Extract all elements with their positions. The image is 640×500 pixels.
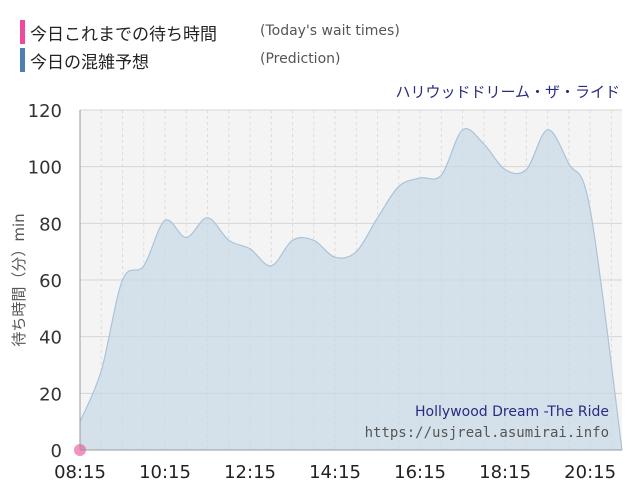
prediction-line xyxy=(79,128,623,451)
y-tick-label: 60 xyxy=(39,271,62,292)
source-url: https://usjreal.asumirai.info xyxy=(365,425,609,441)
y-tick-label: 80 xyxy=(39,214,62,235)
legend-swatch-prediction xyxy=(20,48,25,72)
x-tick-label: 18:15 xyxy=(479,462,531,483)
x-tick-label: 12:15 xyxy=(224,462,276,483)
legend-swatch-today xyxy=(20,20,25,44)
y-tick-label: 100 xyxy=(28,158,62,179)
x-tick-label: 16:15 xyxy=(394,462,446,483)
x-tick-label: 20:15 xyxy=(564,462,616,483)
legend-label-prediction: 今日の混雑予想 xyxy=(30,53,149,73)
y-tick-label: 120 xyxy=(28,101,62,122)
axes: 0 20 40 60 80 100 120 08:15 10:15 12:15 14:15 16:15… xyxy=(28,101,622,483)
prediction-area xyxy=(80,128,622,450)
legend-note-prediction: (Prediction) xyxy=(260,51,341,67)
y-tick-label: 20 xyxy=(39,384,62,405)
x-tick-label: 10:15 xyxy=(139,462,191,483)
x-tick-label: 14:15 xyxy=(309,462,361,483)
legend-label-today: 今日これまでの待ち時間 xyxy=(30,25,217,45)
chart-title: ハリウッドドリーム・ザ・ライド xyxy=(395,83,620,101)
legend-note-today: (Today's wait times) xyxy=(260,23,400,39)
prediction-series xyxy=(79,128,623,451)
y-tick-label: 0 xyxy=(51,441,62,462)
y-tick-label: 40 xyxy=(39,328,62,349)
attraction-name-en: Hollywood Dream -The Ride xyxy=(415,404,609,420)
x-tick-label: 08:15 xyxy=(54,462,106,483)
y-axis-label: 待ち時間（分）min xyxy=(10,213,28,346)
